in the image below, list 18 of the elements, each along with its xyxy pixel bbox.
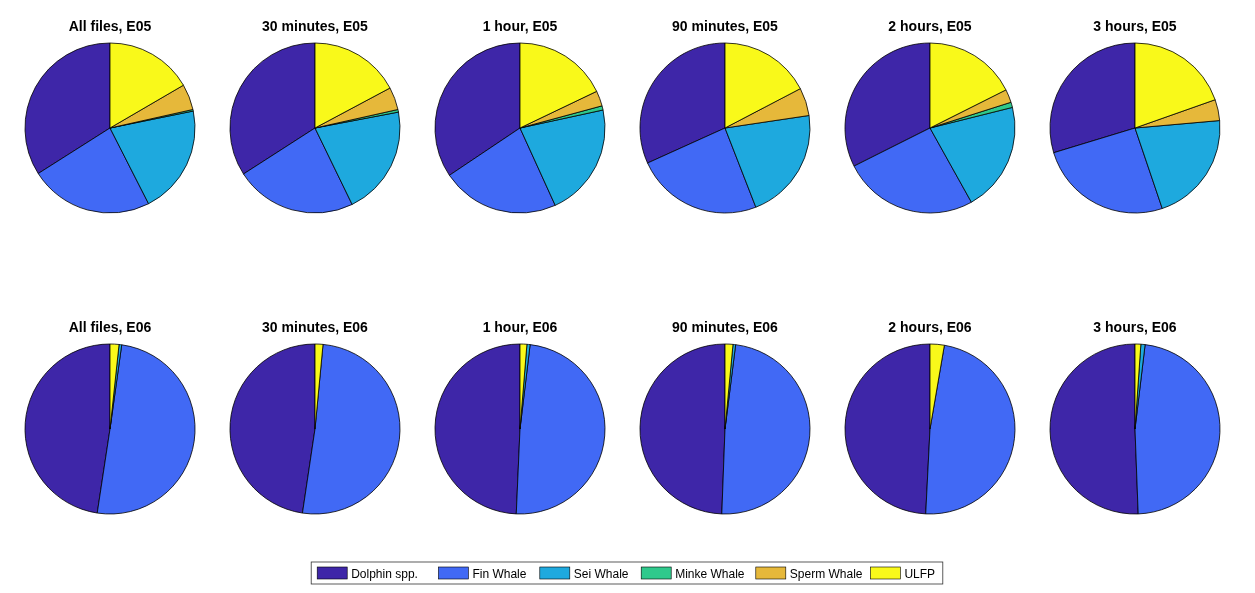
legend-label: Sperm Whale	[789, 566, 863, 581]
chart-title: 30 minutes, E05	[262, 18, 369, 34]
chart-title: 2 hours, E06	[888, 319, 972, 335]
legend-label: ULFP	[904, 566, 936, 581]
chart-title: 1 hour, E06	[482, 319, 558, 335]
legend-label: Sei Whale	[573, 566, 629, 581]
chart-title: 1 hour, E05	[482, 18, 558, 34]
chart-title: 3 hours, E05	[1093, 18, 1177, 34]
legend-label: Minke Whale	[675, 566, 745, 581]
chart-title: All files, E05	[68, 18, 152, 34]
chart-title: 30 minutes, E06	[262, 319, 369, 335]
chart-title: 90 minutes, E05	[672, 18, 779, 34]
chart-title: All files, E06	[68, 319, 152, 335]
legend-label: Fin Whale	[472, 566, 527, 581]
chart-title: 3 hours, E06	[1093, 319, 1177, 335]
chart-title: 90 minutes, E06	[672, 319, 779, 335]
chart-title: 2 hours, E05	[888, 18, 972, 34]
legend-label: Dolphin spp.	[351, 566, 418, 581]
